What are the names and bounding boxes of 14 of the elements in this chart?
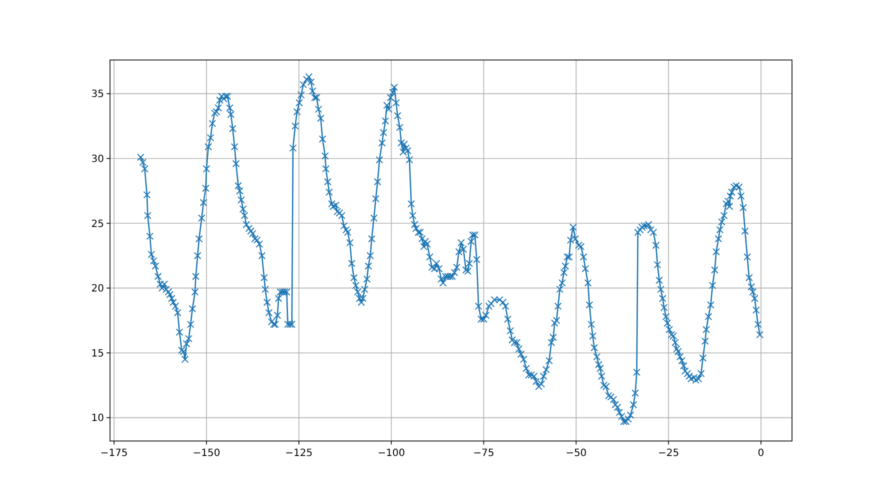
y-tick-label: 20 xyxy=(91,284,104,295)
y-tick-label: 10 xyxy=(91,413,104,424)
x-tick-label: −175 xyxy=(100,448,128,459)
y-tick-label: 35 xyxy=(91,89,104,100)
x-tick-label: −25 xyxy=(658,448,680,459)
x-tick-label: −125 xyxy=(285,448,313,459)
x-tick-label: −50 xyxy=(566,448,587,459)
y-tick-label: 15 xyxy=(91,348,104,360)
x-tick-label: −75 xyxy=(473,448,494,459)
y-tick-label: 30 xyxy=(91,154,104,165)
x-tick-label: −100 xyxy=(378,448,406,459)
x-tick-label: −150 xyxy=(192,448,220,459)
y-tick-label: 25 xyxy=(91,218,104,230)
x-tick-label: 0 xyxy=(758,448,764,459)
